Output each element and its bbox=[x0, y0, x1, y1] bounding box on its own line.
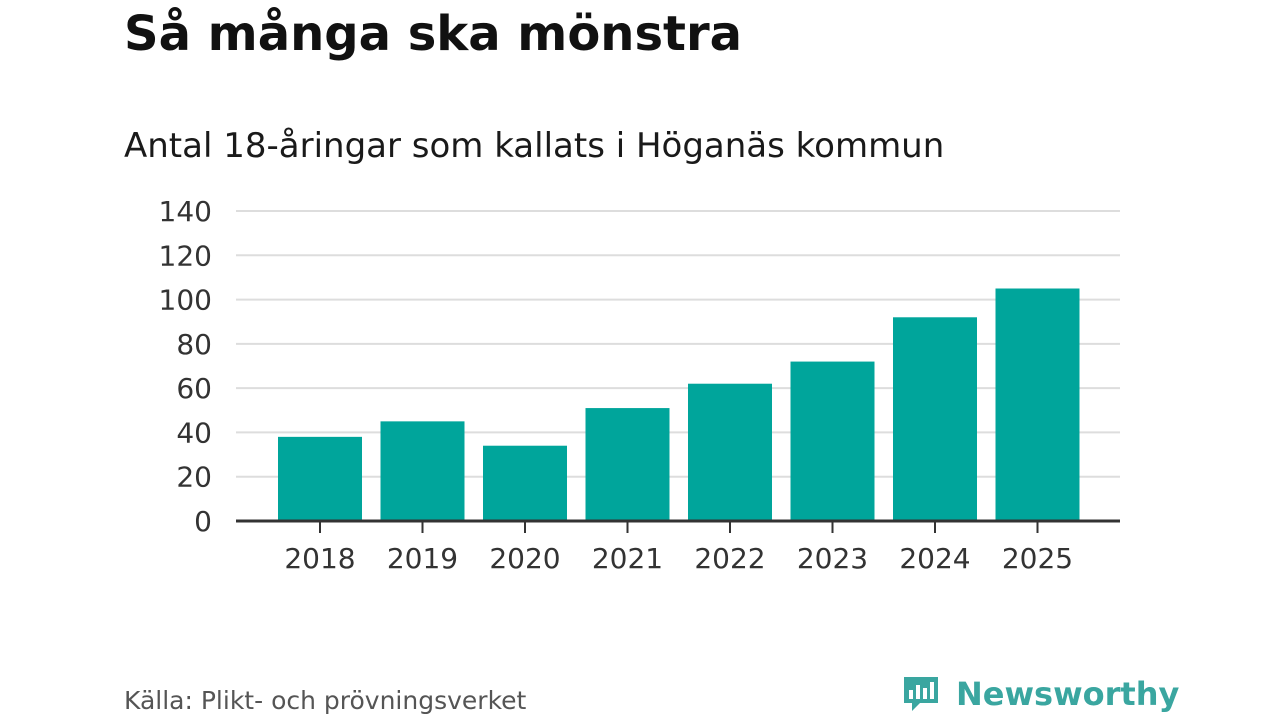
x-tick-label: 2021 bbox=[592, 542, 663, 575]
tick-labels: 0 20 40 60 80 100 120 140 2018 2019 2020 2021 2022 20… bbox=[159, 195, 1074, 575]
bar-2025 bbox=[995, 288, 1080, 521]
bar-2020 bbox=[483, 445, 567, 521]
chart-subtitle: Antal 18-åringar som kallats i Höganäs k… bbox=[124, 126, 945, 166]
newsworthy-logo: Newsworthy bbox=[900, 670, 1179, 718]
y-tick-label: 140 bbox=[159, 195, 212, 228]
y-tick-label: 40 bbox=[176, 416, 212, 449]
x-tick-label: 2020 bbox=[489, 542, 560, 575]
source-note: Källa: Plikt- och prövningsverket bbox=[124, 686, 527, 715]
y-tick-label: 0 bbox=[194, 505, 212, 538]
axes bbox=[236, 519, 1120, 533]
bar-2018 bbox=[278, 436, 362, 521]
newsworthy-chart-bubble-icon bbox=[904, 677, 938, 711]
bar-2024 bbox=[893, 317, 977, 521]
y-tick-label: 60 bbox=[176, 372, 212, 405]
bars bbox=[278, 288, 1080, 521]
y-tick-label: 20 bbox=[176, 461, 212, 494]
x-tick-label: 2024 bbox=[899, 542, 970, 575]
brand-name: Newsworthy bbox=[956, 675, 1180, 713]
bar-2021 bbox=[585, 408, 670, 521]
y-tick-label: 120 bbox=[159, 239, 212, 272]
chart-title: Så många ska mönstra bbox=[124, 6, 743, 62]
bar-chart: 0 20 40 60 80 100 120 140 2018 2019 2020 2021 2022 20… bbox=[159, 195, 1120, 575]
x-tick-label: 2023 bbox=[797, 542, 868, 575]
bar-2022 bbox=[688, 383, 772, 521]
bar-2019 bbox=[380, 421, 465, 521]
y-tick-label: 80 bbox=[176, 328, 212, 361]
x-tick-label: 2019 bbox=[387, 542, 458, 575]
x-tick-label: 2022 bbox=[694, 542, 765, 575]
bar-2023 bbox=[790, 361, 875, 521]
gridlines bbox=[236, 210, 1120, 478]
x-tick-label: 2025 bbox=[1002, 542, 1073, 575]
y-tick-label: 100 bbox=[159, 284, 212, 317]
x-tick-label: 2018 bbox=[284, 542, 355, 575]
